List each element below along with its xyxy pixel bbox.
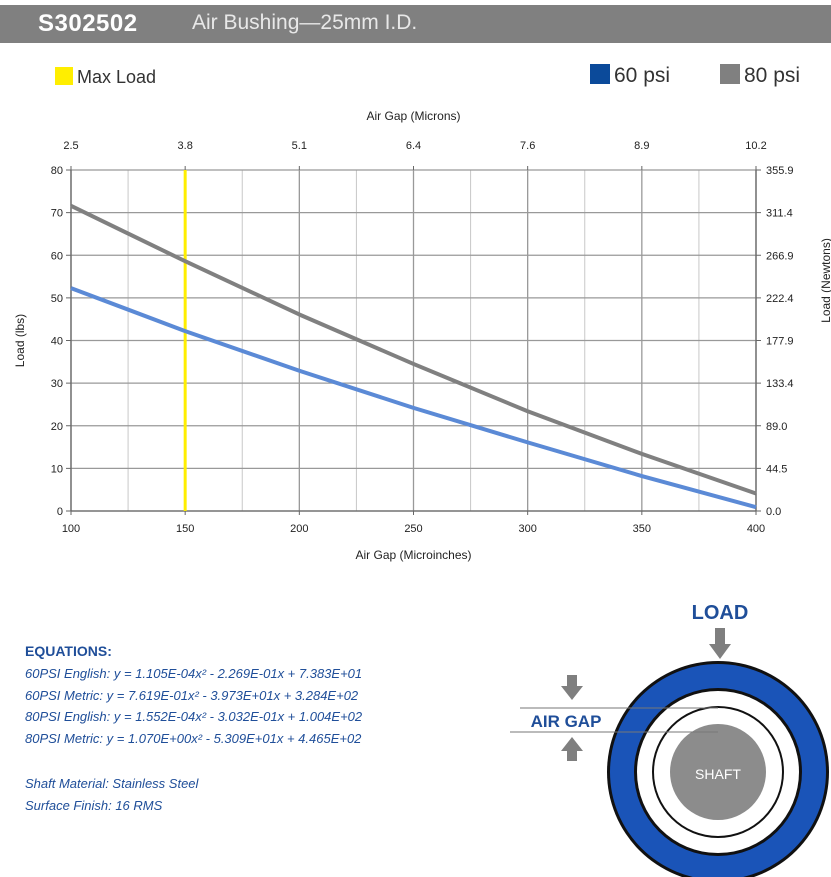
load-arrow-icon — [709, 628, 731, 659]
x-tick-label: 300 — [518, 523, 536, 535]
right-tick-label: 266.9 — [766, 250, 794, 262]
air-gap-up-arrow-icon — [561, 737, 583, 761]
legend-max-load: Max Load — [55, 67, 156, 88]
top-tick-label: 10.2 — [745, 140, 766, 152]
surface-finish: Surface Finish: 16 RMS — [25, 797, 163, 813]
x-tick-label: 350 — [633, 523, 651, 535]
80psi-swatch — [720, 64, 740, 84]
top-tick-label: 7.6 — [520, 140, 535, 152]
equation-80psi-english: 80PSI English: y = 1.552E-04x² - 3.032E-… — [25, 709, 363, 724]
series-line-80psi — [70, 204, 757, 496]
60psi-swatch — [590, 64, 610, 84]
right-tick-label: 133.4 — [766, 378, 794, 390]
equation-60psi-english: 60PSI English: y = 1.105E-04x² - 2.269E-… — [25, 666, 363, 681]
right-tick-label: 222.4 — [766, 293, 794, 305]
80psi-label: 80 psi — [744, 64, 801, 87]
max-load-swatch — [55, 67, 73, 85]
air-bushing-diagram: LOAD SHAFT AIR GAP — [510, 602, 829, 877]
y-tick-label: 10 — [51, 463, 63, 475]
x-tick-label: 150 — [176, 523, 194, 535]
x-tick-label: 100 — [62, 523, 80, 535]
top-tick-label: 2.5 — [63, 140, 78, 152]
right-tick-label: 89.0 — [766, 421, 787, 433]
y-tick-label: 20 — [51, 421, 63, 433]
x-tick-label: 200 — [290, 523, 308, 535]
y-tick-label: 0 — [57, 506, 63, 518]
part-description: Air Bushing—25mm I.D. — [192, 11, 418, 34]
title-bar: S302502 Air Bushing—25mm I.D. — [0, 5, 831, 43]
right-tick-label: 311.4 — [766, 208, 793, 220]
y-tick-label: 60 — [51, 250, 63, 262]
x-axis-title: Air Gap (Microinches) — [355, 548, 471, 562]
air-gap-label: AIR GAP — [531, 712, 602, 731]
part-number: S302502 — [38, 10, 138, 37]
shaft-material: Shaft Material: Stainless Steel — [25, 776, 199, 791]
max-load-label: Max Load — [77, 67, 157, 87]
load-label: LOAD — [692, 602, 749, 624]
y-tick-label: 80 — [51, 165, 63, 177]
right-tick-label: 44.5 — [766, 463, 787, 475]
series-line-60psi — [70, 286, 757, 510]
right-tick-label: 355.9 — [766, 165, 794, 177]
equations-title: EQUATIONS: — [25, 643, 112, 659]
air-gap-down-arrow-icon — [561, 675, 583, 700]
legend-60psi: 60 psi — [590, 64, 670, 88]
x-tick-label: 400 — [747, 523, 765, 535]
top-tick-label: 5.1 — [292, 140, 307, 152]
y-tick-label: 50 — [51, 293, 63, 305]
right-tick-label: 0.0 — [766, 506, 781, 518]
60psi-label: 60 psi — [614, 64, 671, 87]
load-chart: 0 10 20 30 40 50 60 70 80 0.0 44.5 89.0 133.4 177.9 22… — [13, 109, 831, 562]
y-tick-label: 40 — [51, 336, 63, 348]
y-tick-label: 30 — [51, 378, 63, 390]
shaft — [670, 724, 766, 820]
top-tick-label: 8.9 — [634, 140, 649, 152]
equation-80psi-metric: 80PSI Metric: y = 1.070E+00x² - 5.309E+0… — [25, 730, 362, 746]
y-axis-title: Load (lbs) — [13, 314, 27, 367]
y-tick-label: 70 — [51, 208, 63, 220]
right-axis-title: Load (Newtons) — [819, 238, 831, 323]
top-axis-title: Air Gap (Microns) — [366, 109, 460, 123]
shaft-label: SHAFT — [695, 766, 741, 782]
equation-60psi-metric: 60PSI Metric: y = 7.619E-01x² - 3.973E+0… — [25, 687, 359, 703]
legend-80psi: 80 psi — [720, 64, 800, 88]
x-tick-label: 250 — [404, 523, 422, 535]
right-tick-label: 177.9 — [766, 336, 794, 348]
top-tick-label: 6.4 — [406, 140, 421, 152]
top-tick-label: 3.8 — [178, 140, 193, 152]
equations-block: EQUATIONS: 60PSI English: y = 1.105E-04x… — [25, 643, 485, 816]
